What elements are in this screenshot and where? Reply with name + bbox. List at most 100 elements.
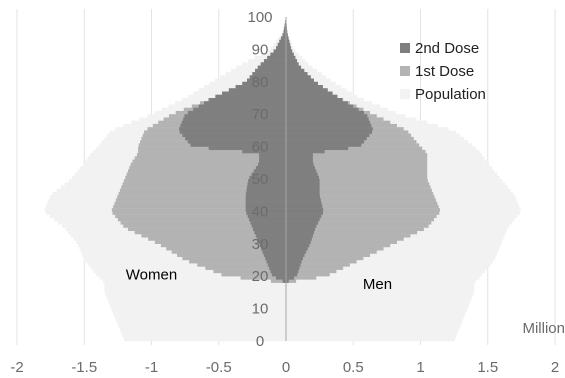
bar-men xyxy=(286,266,488,270)
bar-women xyxy=(125,175,287,180)
bar-women xyxy=(112,211,287,215)
bar-men xyxy=(286,98,343,102)
bar-men xyxy=(286,185,431,189)
bar-women xyxy=(271,272,286,277)
bar-women xyxy=(235,85,286,89)
bar-women xyxy=(114,201,286,206)
bar-women xyxy=(263,253,286,257)
bar-women xyxy=(284,23,286,27)
bar-women xyxy=(251,172,286,176)
bar-women xyxy=(138,149,286,154)
bar-men xyxy=(286,201,438,206)
x-tick-label: 1.5 xyxy=(477,359,498,376)
bar-men xyxy=(286,243,501,248)
x-tick-label: -0.5 xyxy=(206,359,232,376)
bar-women xyxy=(260,62,286,66)
bar-men xyxy=(286,331,458,335)
bar-men xyxy=(286,185,320,189)
bar-men xyxy=(286,46,291,50)
bar-men xyxy=(286,179,428,183)
bar-men xyxy=(286,88,328,92)
bar-men xyxy=(286,133,370,138)
bar-men xyxy=(286,260,357,264)
bar-men xyxy=(286,110,365,115)
bar-men xyxy=(286,39,290,44)
bar-men xyxy=(286,153,313,157)
bar-men xyxy=(286,114,368,118)
bar-women xyxy=(255,166,286,170)
bar-women xyxy=(96,272,286,277)
bar-women xyxy=(119,188,286,193)
annotation-men: Men xyxy=(363,276,392,293)
bar-women xyxy=(250,221,286,225)
bar-women xyxy=(245,198,286,202)
bar-women xyxy=(120,221,286,225)
legend-label: 2nd Dose xyxy=(415,40,479,57)
bar-men xyxy=(286,224,317,228)
bar-men xyxy=(286,211,440,215)
bar-women xyxy=(258,240,286,244)
bar-women xyxy=(189,260,286,264)
y-tick-label: 100 xyxy=(247,9,272,26)
bar-men xyxy=(286,162,428,167)
bar-men xyxy=(286,198,321,202)
bar-women xyxy=(93,269,286,274)
bar-women xyxy=(117,321,286,325)
bar-men xyxy=(286,308,467,313)
bar-women xyxy=(254,230,286,235)
bar-men xyxy=(286,321,462,325)
bar-men xyxy=(286,260,494,264)
bar-men xyxy=(286,269,299,274)
bar-women xyxy=(183,117,286,121)
bar-men xyxy=(286,146,349,151)
bar-men xyxy=(286,169,317,173)
bar-women xyxy=(215,94,286,99)
bar-men xyxy=(286,305,469,309)
bar-men xyxy=(286,263,301,267)
bar-men xyxy=(286,94,338,99)
bar-women xyxy=(255,68,286,73)
bar-women xyxy=(245,191,286,196)
bar-men xyxy=(286,62,299,66)
bar-women xyxy=(251,224,286,228)
bar-men xyxy=(286,315,465,319)
bar-women xyxy=(245,208,286,212)
bar-men xyxy=(286,243,310,248)
bar-women xyxy=(193,107,286,112)
bar-women xyxy=(160,243,286,248)
bar-women xyxy=(154,240,286,244)
bar-women xyxy=(111,308,286,313)
bar-men xyxy=(286,156,313,160)
bar-women xyxy=(90,266,286,270)
bar-men xyxy=(286,256,303,261)
bar-men xyxy=(286,52,294,57)
bar-men xyxy=(286,78,314,82)
bar-men xyxy=(286,253,497,257)
bar-men xyxy=(286,169,428,173)
bar-men xyxy=(286,247,384,251)
bar-men xyxy=(286,214,437,219)
bar-men xyxy=(286,224,429,228)
bar-men xyxy=(286,234,313,238)
bar-women xyxy=(253,169,286,173)
chart-annotations: Women Men xyxy=(126,266,392,293)
bar-men xyxy=(286,276,295,280)
bar-women xyxy=(249,175,286,180)
bar-men xyxy=(286,230,418,235)
bar-women xyxy=(249,217,286,222)
bar-men xyxy=(286,298,471,303)
bar-men xyxy=(286,101,348,105)
bar-women xyxy=(259,243,286,248)
bar-men xyxy=(286,72,308,76)
bar-men xyxy=(286,250,307,254)
bar-men xyxy=(286,234,411,238)
bar-women xyxy=(269,266,286,270)
bar-men xyxy=(286,324,461,329)
bar-women xyxy=(267,263,286,267)
bar-men xyxy=(286,247,500,251)
bar-women xyxy=(119,328,286,332)
bar-women xyxy=(259,153,286,157)
bar-women xyxy=(88,263,286,267)
bar-women xyxy=(123,179,287,183)
bar-women xyxy=(246,211,286,215)
